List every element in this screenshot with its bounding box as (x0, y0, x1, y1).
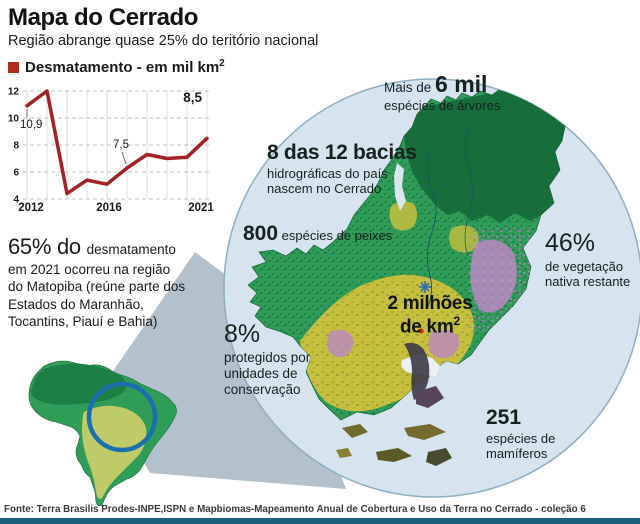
cerrado-north-forest (404, 84, 566, 223)
bottom-bar (0, 518, 640, 524)
fact-protected: 8% protegidos por unidades de conservaçã… (224, 320, 311, 397)
annotation-2021: 8,5 (183, 90, 202, 105)
fact-vegetation: 46% de vegetação nativa restante (545, 229, 631, 290)
annotation-2017: 7,5 (113, 139, 129, 151)
y-tick-10: 10 (8, 114, 20, 125)
y-tick-6: 6 (13, 168, 19, 179)
map-fragment (342, 424, 368, 438)
y-tick-4: 4 (13, 195, 19, 206)
deforestation-chart: 12 10 8 6 4 2012 2016 2021 10,9 7,5 8,5 (8, 87, 215, 213)
brazil-cerrado-region (82, 405, 147, 500)
infographic-subtitle: Região abrange quase 25% do teritório na… (8, 33, 319, 49)
matopiba-pct: 65% do (8, 234, 87, 259)
legend-label: Desmatamento - em mil km2 (25, 58, 225, 76)
infographic-title: Mapa do Cerrado (8, 4, 199, 31)
y-tick-8: 8 (13, 141, 19, 152)
fact-fish: 800 espécies de peixes (243, 222, 393, 245)
map-dark-wing (404, 342, 430, 400)
x-tick-2021: 2021 (188, 202, 214, 212)
brasilia-star-icon (419, 281, 431, 293)
cerrado-locator-ring (86, 381, 158, 453)
fact-area: 2 milhões de km2 (387, 293, 473, 337)
fact-basins: 8 das 12 bacias hidrográficas do país na… (267, 141, 417, 197)
x-tick-2016: 2016 (96, 202, 122, 212)
chart-legend: Desmatamento - em mil km2 (8, 58, 225, 76)
cerrado-map (247, 80, 567, 466)
map-fragment (404, 424, 446, 440)
matopiba-note: 65% do desmatamento em 2021 ocorreu na r… (8, 234, 186, 329)
river-line (464, 125, 473, 257)
map-fragment (336, 448, 352, 458)
map-fragment (426, 448, 452, 466)
legend-marker (8, 61, 19, 73)
annotation-leader (121, 151, 127, 165)
fact-trees: Mais de 6 mil espécies de árvores (384, 71, 501, 114)
river-line (427, 147, 437, 307)
x-tick-2012: 2012 (18, 202, 44, 212)
source-note: Fonte: Terra Brasilis Prodes-INPE,ISPN e… (4, 504, 586, 515)
annotation-2012: 10,9 (20, 119, 42, 131)
brazil-amazon-region (31, 363, 126, 405)
brazil-locator-map (28, 360, 177, 507)
red-dot-marker (533, 80, 539, 86)
red-dot-marker (418, 328, 424, 334)
map-fragment (376, 448, 412, 462)
fact-mammals: 251 espécies de mamíferos (486, 406, 556, 462)
deforestation-line (25, 89, 209, 196)
y-tick-12: 12 (8, 87, 20, 98)
